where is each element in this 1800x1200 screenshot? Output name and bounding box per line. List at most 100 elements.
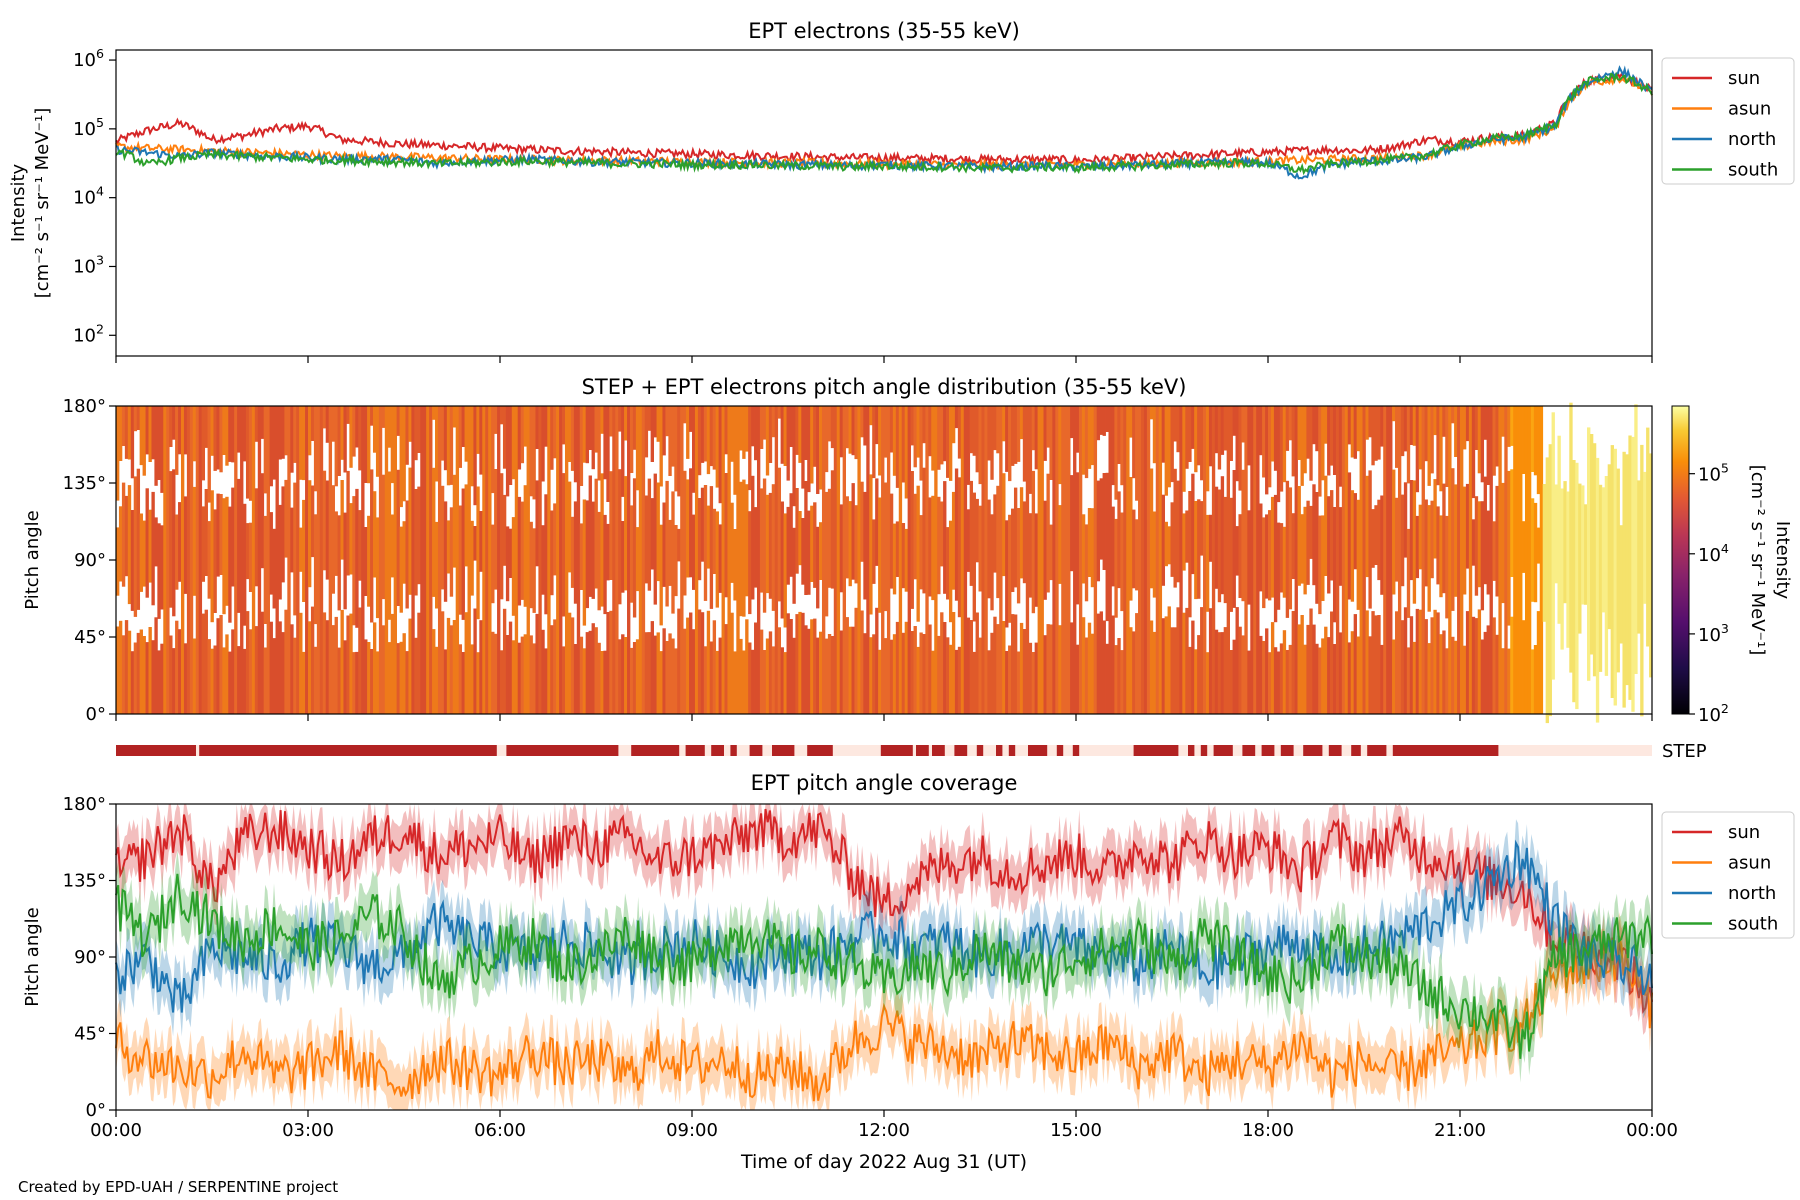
heatmap-cell [777,467,782,602]
heatmap-cell [759,629,764,714]
heatmap-cell [526,406,530,714]
heatmap-cell [1149,406,1154,420]
heatmap-cell [284,479,288,558]
heatmap-cell [1300,615,1304,714]
heatmap-cell [907,406,911,714]
heatmap-cell [585,632,590,714]
heatmap-cell [121,406,126,446]
heatmap-cell [1371,509,1375,568]
heatmap-cell [1436,406,1440,486]
heatmap-cell [1524,406,1529,714]
heatmap-cell [1548,444,1552,717]
heatmap-cell [1061,406,1065,714]
heatmap-cell [124,620,129,714]
heatmap-cell [1315,643,1319,714]
heatmap-cell [1483,406,1487,440]
heatmap-cell [1146,406,1151,714]
heatmap-cell [1560,488,1564,650]
heatmap-cell [290,624,294,714]
heatmap-cell [878,649,882,714]
heatmap-cell [127,630,132,714]
heatmap-cell [1244,406,1248,714]
heatmap-cell [467,406,471,714]
heatmap-cell [473,406,477,506]
heatmap-cell [582,499,587,626]
heatmap-cell [683,470,687,596]
heatmap-cell [272,406,276,480]
heatmap-cell [1016,508,1021,604]
heatmap-cell [792,637,796,714]
heatmap-cell [349,613,353,714]
heatmap-cell [910,631,914,714]
heatmap-cell [1572,460,1576,703]
heatmap-cell [1545,457,1550,724]
heatmap-cell [656,482,660,582]
heatmap-cell [1542,484,1547,622]
heatmap-cell [591,501,595,599]
heatmap-cell [1037,406,1041,714]
heatmap-cell [508,528,513,578]
heatmap-cell [1034,513,1038,607]
heatmap-cell [1365,406,1369,440]
heatmap-cell [1631,436,1635,712]
heatmap-cell [1188,406,1192,462]
heatmap-cell [1309,505,1313,559]
heatmap-cell [219,494,223,575]
heatmap-cell [1454,640,1458,714]
heatmap-cell [1637,480,1641,634]
heatmap-cell [464,406,468,462]
heatmap-cell [792,527,796,604]
heatmap-cell [210,490,214,623]
heatmap-cell [1462,406,1467,450]
heatmap-cell [1043,635,1047,714]
heatmap-cell [686,479,690,578]
heatmap-cell [1318,406,1322,497]
heatmap-cell [237,478,241,613]
heatmap-cell [922,406,926,444]
heatmap-cell [248,522,253,592]
heatmap-cell [1436,506,1440,585]
heatmap-cell [1539,406,1544,714]
heatmap-cell [969,406,974,454]
heatmap-cell [1208,514,1213,562]
heatmap-cell [683,406,687,424]
heatmap-cell [1170,502,1174,577]
heatmap-cell [1433,609,1437,714]
heatmap-cell [783,513,787,628]
heatmap-cell [1445,648,1449,714]
heatmap-cell [1194,501,1198,600]
heatmap-cell [854,607,858,714]
heatmap-cell [816,406,820,494]
heatmap-cell [1649,453,1653,678]
colorbar-tick-label: 104 [1698,541,1729,566]
heatmap-cell [869,406,873,426]
heatmap-cell [1501,406,1505,437]
heatmap-cell [308,406,312,456]
heatmap-cell [789,406,793,447]
heatmap-cell [1238,626,1242,714]
x-tick-label: 18:00 [1242,1120,1294,1141]
heatmap-cell [609,471,613,580]
x-tick-label: 00:00 [1626,1120,1678,1141]
heatmap-cell [1114,645,1118,714]
step-segment [916,745,929,756]
heatmap-cell [1483,631,1487,714]
heatmap-cell [703,646,708,714]
heatmap-cell [851,483,855,580]
heatmap-cell [1530,406,1535,472]
heatmap-cell [1412,480,1417,604]
heatmap-cell [476,406,480,454]
heatmap-cell [863,491,867,600]
heatmap-cell [813,406,817,467]
heatmap-cell [1430,406,1434,474]
heatmap-cell [278,406,282,460]
heatmap-cell [804,406,808,460]
heatmap-cell [627,406,631,714]
heatmap-cell [302,651,306,714]
x-tick-label: 12:00 [858,1120,910,1141]
heatmap-cell [1076,472,1080,605]
heatmap-cell [792,406,796,507]
legend-box [1661,811,1795,939]
heatmap-cell [1480,639,1485,714]
heatmap-cell [765,406,770,476]
